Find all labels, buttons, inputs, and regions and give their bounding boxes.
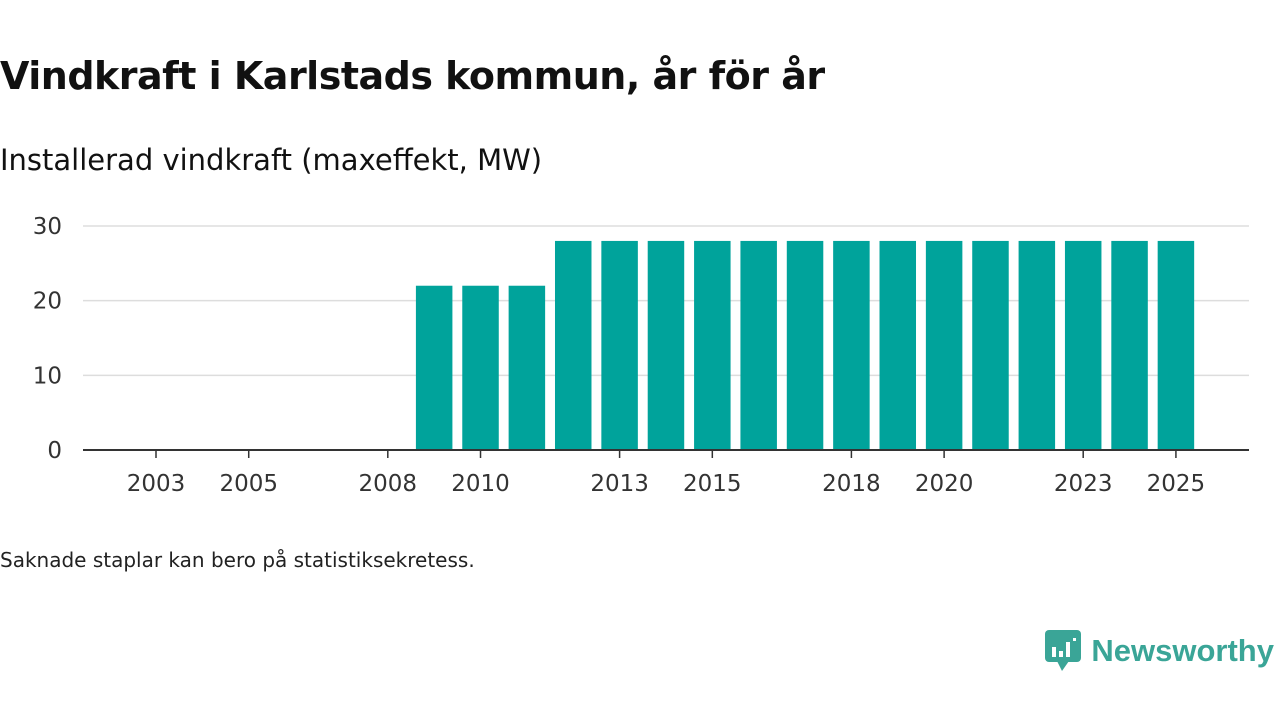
bar-2024 bbox=[1111, 240, 1148, 450]
x-tick-label: 2015 bbox=[683, 471, 742, 497]
x-tick-label: 2010 bbox=[451, 471, 510, 497]
y-tick-label: 30 bbox=[33, 214, 62, 240]
brand-logo: Newsworthy bbox=[1045, 630, 1274, 672]
y-tick-label: 10 bbox=[33, 363, 62, 389]
y-tick-label: 20 bbox=[33, 289, 62, 315]
brand-name: Newsworthy bbox=[1091, 633, 1274, 668]
x-tick-label: 2008 bbox=[359, 471, 418, 497]
bar-2010 bbox=[462, 285, 499, 450]
x-tick-label: 2003 bbox=[127, 471, 186, 497]
x-axis-ticks: 2003 2005 2008 2010 2013 2015 2018 2020 2023 2025 bbox=[127, 450, 1205, 497]
bar-2021 bbox=[972, 240, 1009, 450]
x-tick-label: 2025 bbox=[1147, 471, 1206, 497]
x-tick-label: 2018 bbox=[822, 471, 881, 497]
bar-2009 bbox=[415, 285, 453, 450]
newsworthy-chart-bubble-icon bbox=[1045, 630, 1082, 671]
x-tick-label: 2005 bbox=[219, 471, 278, 497]
bar-2023 bbox=[1064, 240, 1102, 450]
bar-2017 bbox=[786, 240, 824, 450]
bar-2020 bbox=[925, 240, 963, 450]
x-tick-label: 2023 bbox=[1054, 471, 1113, 497]
chart-subtitle: Installerad vindkraft (maxeffekt, MW) bbox=[0, 143, 543, 177]
bar-2013 bbox=[601, 240, 638, 450]
bar-2018 bbox=[833, 240, 870, 450]
bar-2025 bbox=[1157, 240, 1195, 450]
bar-chart: 0 10 20 30 2003 2005 2008 2010 2013 2015 2018 2020… bbox=[33, 214, 1249, 497]
bar-2015 bbox=[694, 240, 731, 450]
footnote: Saknade staplar kan bero på statistiksek… bbox=[0, 548, 475, 572]
y-tick-label: 0 bbox=[47, 438, 62, 464]
chart-title: Vindkraft i Karlstads kommun, år för år bbox=[0, 54, 825, 98]
bar-2019 bbox=[879, 240, 917, 450]
x-tick-label: 2013 bbox=[590, 471, 649, 497]
bars bbox=[415, 240, 1195, 450]
bar-2011 bbox=[508, 285, 546, 450]
bar-2012 bbox=[554, 240, 592, 450]
x-tick-label: 2020 bbox=[915, 471, 974, 497]
bar-2022 bbox=[1018, 240, 1056, 450]
bar-2016 bbox=[740, 240, 777, 450]
y-axis-ticks: 0 10 20 30 bbox=[33, 214, 62, 464]
bar-2014 bbox=[647, 240, 685, 450]
